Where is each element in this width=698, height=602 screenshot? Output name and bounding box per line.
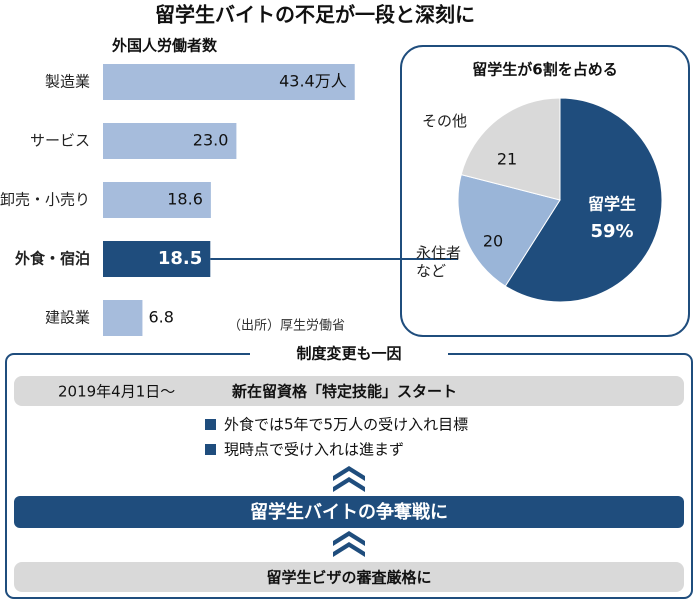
- value-label: 43.4万人: [279, 72, 347, 91]
- slice-value: 20: [483, 232, 503, 251]
- result-text: 留学生バイトの争奪戦に: [250, 501, 448, 523]
- bar: [103, 123, 237, 159]
- category-label: 外食・宿泊: [14, 250, 90, 268]
- bar-title: 外国人労働者数: [111, 37, 218, 55]
- bullet-icon: [205, 419, 216, 430]
- bullet: 現時点で受け入れは進まず: [224, 441, 404, 459]
- arrow-up: [333, 466, 365, 492]
- slice-label: 留学生: [588, 195, 636, 214]
- value-label: 6.8: [148, 308, 173, 327]
- bullet: 外食では5年で5万人の受け入れ目標: [224, 416, 468, 434]
- slice-label: その他: [422, 112, 468, 130]
- slice-value: 59%: [590, 221, 633, 242]
- category-label: 卸売・小売り: [0, 191, 90, 209]
- pie-title: 留学生が6割を占める: [472, 61, 617, 79]
- event-bar: [14, 376, 684, 406]
- event-text: 新在留資格「特定技能」スタート: [232, 383, 457, 401]
- category-label: 建設業: [45, 309, 90, 327]
- category-label: 製造業: [45, 73, 90, 91]
- arrow-up: [333, 531, 365, 557]
- title: 留学生バイトの不足が一段と深刻に: [155, 3, 475, 27]
- cause-bar: [14, 562, 684, 592]
- bullet-icon: [205, 444, 216, 455]
- event-date: 2019年4月1日～: [58, 383, 175, 401]
- cause-text: 留学生ビザの審査厳格に: [266, 569, 431, 587]
- pie-slice: [460, 97, 561, 201]
- bar: [103, 182, 211, 218]
- bar: [103, 241, 211, 277]
- value-label: 18.6: [167, 190, 203, 209]
- pie-slice: [457, 174, 561, 287]
- result-bar: [14, 496, 684, 528]
- diagram-title: 制度変更も一因: [296, 345, 401, 363]
- slice-value: 21: [497, 150, 517, 169]
- slice-label: 永住者など: [416, 244, 462, 280]
- source-note: （出所）厚生労働省: [228, 319, 345, 334]
- value-label: 23.0: [193, 131, 229, 150]
- pie-slice: [504, 97, 663, 303]
- value-label: 18.5: [158, 248, 202, 269]
- category-label: サービス: [30, 132, 90, 150]
- bar: [103, 64, 355, 100]
- diagram-title-bg: [250, 344, 448, 364]
- bar: [103, 300, 143, 336]
